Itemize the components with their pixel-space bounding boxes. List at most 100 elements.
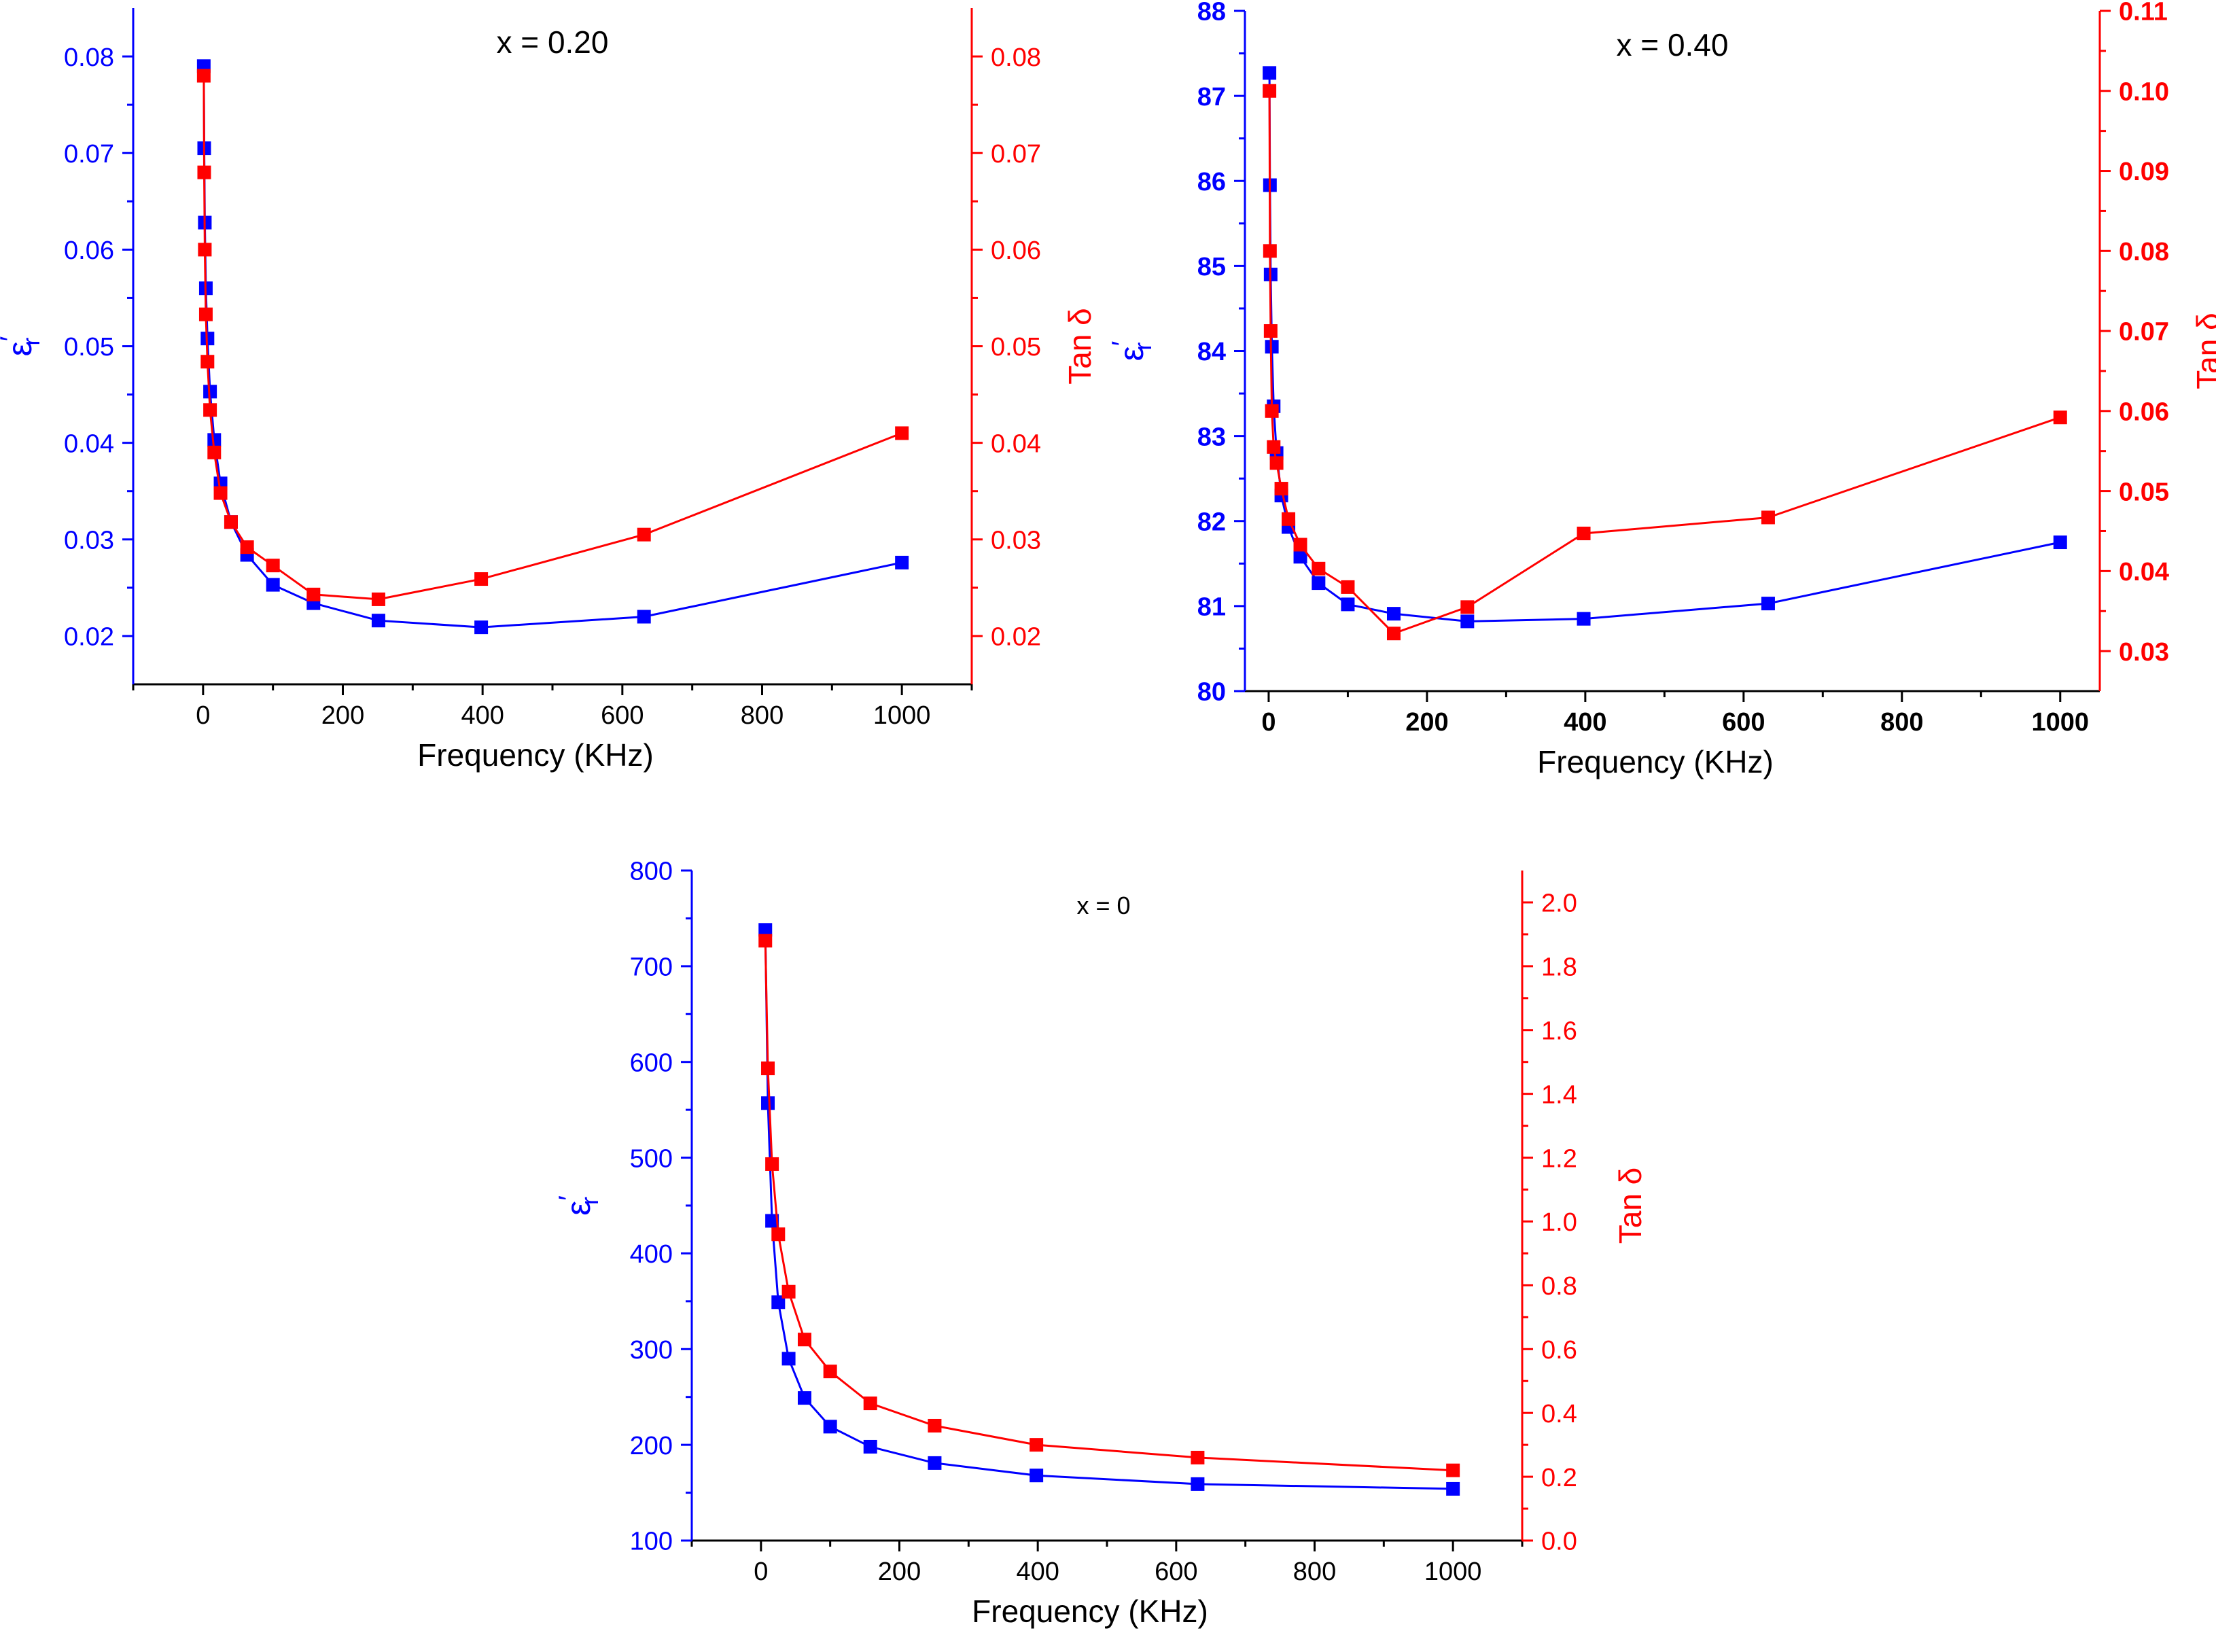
data-point-right	[1282, 512, 1296, 526]
data-point-left	[1460, 614, 1475, 629]
series-line-left	[764, 930, 1454, 1490]
data-point-right	[240, 540, 254, 555]
x-tick-label: 1000	[873, 701, 931, 730]
left-y-axis-label: ε′r	[1107, 341, 1157, 362]
data-point-right	[765, 1157, 779, 1171]
data-point-right	[306, 587, 321, 601]
right-y-tick-label: 0.05	[991, 333, 1041, 362]
x-tick-label: 600	[601, 701, 644, 730]
right-y-tick-label: 0.03	[2119, 638, 2169, 667]
x-tick-label: 200	[321, 701, 364, 730]
x-tick-label: 800	[1880, 708, 1923, 737]
right-y-tick-label: 2.0	[1541, 890, 1577, 918]
data-point-right	[1386, 627, 1401, 641]
data-point-left	[895, 555, 909, 569]
chart-panel-1: 0 200 400 600 800 1000 0.02 0.03 0.04 0.05 0.06 0.0…	[0, 8, 1097, 773]
chart-title: x = 0	[1076, 892, 1130, 919]
data-point-right	[797, 1333, 811, 1347]
data-point-right	[1341, 580, 1355, 594]
right-y-tick-label: 1.6	[1541, 1017, 1577, 1045]
right-y-tick-label: 0.10	[2119, 77, 2169, 106]
data-point-right	[207, 445, 222, 459]
right-y-tick-label: 0.06	[2119, 398, 2169, 427]
left-y-tick-label: 0.05	[64, 333, 114, 362]
right-y-tick-label: 0.6	[1541, 1336, 1577, 1365]
left-y-tick-label: 85	[1197, 253, 1226, 281]
left-y-tick-label: 400	[630, 1240, 673, 1269]
right-y-tick-label: 0.02	[991, 623, 1041, 652]
data-point-right	[196, 69, 211, 83]
left-y-axis-label: ε′r	[554, 1195, 603, 1216]
data-point-left	[863, 1439, 877, 1454]
data-point-right	[1293, 538, 1307, 552]
left-y-tick-label: 88	[1197, 0, 1226, 27]
data-point-right	[1269, 456, 1284, 470]
series-line-right	[1268, 90, 2061, 635]
left-y-tick-label: 86	[1197, 168, 1226, 196]
data-point-left	[1386, 607, 1401, 621]
right-y-tick-label: 1.0	[1541, 1208, 1577, 1237]
data-point-left	[758, 923, 773, 937]
data-point-right	[1030, 1438, 1044, 1452]
x-tick-label: 1000	[1424, 1558, 1482, 1586]
left-y-axis-label-prime: ′	[554, 1195, 584, 1201]
data-point-right	[758, 934, 773, 948]
right-y-tick-label: 0.04	[2119, 558, 2169, 586]
data-point-right	[224, 515, 238, 529]
data-point-right	[474, 572, 489, 586]
left-y-axis-label-prime: ′	[0, 336, 25, 342]
data-point-right	[771, 1227, 786, 1242]
right-y-tick-label: 0.8	[1541, 1272, 1577, 1301]
data-point-right	[863, 1396, 877, 1411]
data-point-right	[1265, 404, 1279, 418]
right-y-tick-label: 0.04	[991, 429, 1041, 458]
left-y-tick-label: 0.02	[64, 623, 114, 652]
x-tick-label: 800	[741, 701, 784, 730]
right-y-tick-label: 0.0	[1541, 1528, 1577, 1556]
right-y-tick-label: 1.4	[1541, 1080, 1577, 1109]
data-point-right	[761, 1061, 775, 1076]
series-line-left	[203, 66, 902, 629]
data-point-left	[1030, 1469, 1044, 1483]
data-point-right	[1263, 84, 1277, 98]
data-point-right	[1460, 600, 1475, 614]
data-point-left	[1263, 66, 1277, 80]
series-line-left	[1268, 73, 2061, 622]
data-point-right	[1761, 510, 1775, 525]
left-y-tick-label: 100	[630, 1528, 673, 1556]
data-point-left	[797, 1391, 811, 1405]
data-point-right	[1274, 482, 1288, 496]
left-y-tick-label: 87	[1197, 83, 1226, 111]
data-point-left	[1312, 576, 1326, 591]
right-y-tick-label: 0.08	[991, 43, 1041, 72]
x-tick-label: 0	[754, 1558, 768, 1586]
x-tick-label: 1000	[2031, 708, 2089, 737]
right-y-tick-label: 0.07	[991, 140, 1041, 169]
data-point-left	[761, 1096, 775, 1110]
data-point-left	[1293, 550, 1307, 564]
x-tick-label: 600	[1722, 708, 1765, 737]
x-tick-label: 200	[878, 1558, 921, 1586]
data-point-left	[207, 433, 222, 447]
left-y-axis-label-subscript: r	[1129, 342, 1157, 351]
data-point-left	[1191, 1477, 1205, 1491]
data-point-left	[371, 614, 385, 628]
left-y-tick-label: 0.08	[64, 43, 114, 72]
right-y-tick-label: 0.2	[1541, 1464, 1577, 1492]
left-y-axis-label-subscript: r	[576, 1197, 603, 1205]
right-y-tick-label: 0.4	[1541, 1400, 1577, 1428]
right-y-tick-label: 0.08	[2119, 238, 2169, 266]
data-point-left	[1446, 1481, 1460, 1496]
data-point-left	[474, 620, 489, 635]
data-point-left	[823, 1420, 837, 1434]
left-y-tick-label: 0.06	[64, 236, 114, 265]
right-y-axis-label: Tan δ	[1613, 1167, 1648, 1244]
data-point-right	[823, 1365, 837, 1379]
left-y-axis-label-subscript: r	[17, 338, 45, 346]
data-point-right	[203, 403, 217, 417]
left-y-axis-label-prime: ′	[1107, 341, 1137, 347]
data-point-left	[765, 1214, 779, 1228]
right-y-tick-label: 0.07	[2119, 318, 2169, 347]
data-point-right	[928, 1418, 942, 1433]
